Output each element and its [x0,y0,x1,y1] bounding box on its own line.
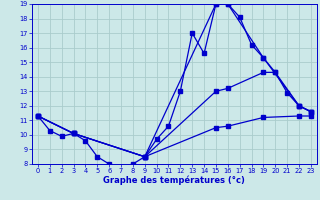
X-axis label: Graphe des températures (°c): Graphe des températures (°c) [103,176,245,185]
